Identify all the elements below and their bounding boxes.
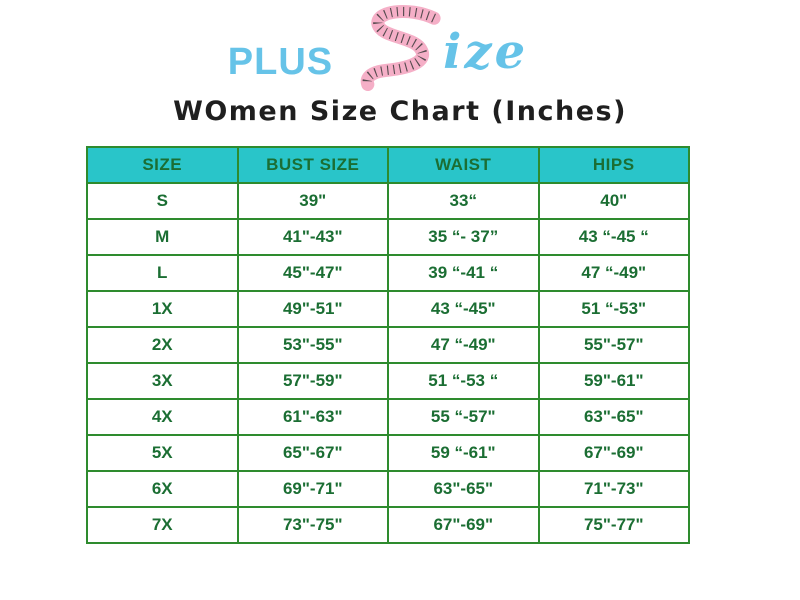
- measurement-cell: 39": [236, 182, 389, 220]
- table-row: 7X 73"-75" 67"-69" 75"-77": [86, 506, 690, 544]
- measurement-cell: 47 “-49": [387, 326, 540, 364]
- table-row: S 39" 33“ 40": [86, 182, 690, 220]
- size-cell: L: [86, 254, 239, 292]
- measurement-cell: 75"-77": [537, 506, 690, 544]
- table-row: 2X 53"-55" 47 “-49" 55"-57": [86, 326, 690, 364]
- measurement-cell: 40": [537, 182, 690, 220]
- size-cell: 6X: [86, 470, 239, 508]
- measurement-cell: 67"-69": [387, 506, 540, 544]
- column-header: HIPS: [537, 146, 690, 184]
- size-cell: 1X: [86, 290, 239, 328]
- column-header: BUST SIZE: [236, 146, 389, 184]
- table-row: 5X 65"-67" 59 “-61" 67"-69": [86, 434, 690, 472]
- table-row: M 41"-43" 35 “- 37” 43 “-45 “: [86, 218, 690, 256]
- measurement-cell: 47 “-49": [537, 254, 690, 292]
- measurement-cell: 67"-69": [537, 434, 690, 472]
- plus-size-logo: PLUS ize: [0, 0, 778, 98]
- measuring-tape-icon: [360, 5, 441, 91]
- size-cell: 3X: [86, 362, 239, 400]
- measurement-cell: 59 “-61": [387, 434, 540, 472]
- size-chart-table: SIZE BUST SIZE WAIST HIPS S 39" 33“ 40" M 41"-43…: [86, 146, 690, 544]
- table-header-row: SIZE BUST SIZE WAIST HIPS: [86, 146, 690, 184]
- measurement-cell: 57"-59": [236, 362, 389, 400]
- page-title: WOmen Size Chart (Inches): [173, 96, 627, 127]
- measurement-cell: 63"-65": [387, 470, 540, 508]
- logo-plus-text: PLUS: [227, 40, 334, 83]
- measurement-cell: 39 “-41 “: [387, 254, 540, 292]
- table-row: 3X 57"-59" 51 “-53 “59"-61": [86, 362, 690, 400]
- measurement-cell: 71"-73": [537, 470, 690, 508]
- size-cell: 7X: [86, 506, 239, 544]
- measurement-cell: 53"-55": [236, 326, 389, 364]
- column-header: WAIST: [387, 146, 540, 184]
- measurement-cell: 49"-51": [236, 290, 389, 328]
- table-row: 4X 61"-63" 55 “-57" 63"-65": [86, 398, 690, 436]
- measurement-cell: 55"-57": [537, 326, 690, 364]
- size-cell: M: [86, 218, 239, 256]
- measurement-cell: 65"-67": [236, 434, 389, 472]
- logo-ize-text: ize: [443, 24, 529, 80]
- measurement-cell: 63"-65": [537, 398, 690, 436]
- measurement-cell: 41"-43": [236, 218, 389, 256]
- measurement-cell: 51 “-53": [537, 290, 690, 328]
- measurement-cell: 61"-63": [236, 398, 389, 436]
- measurement-cell: 59"-61": [537, 362, 690, 400]
- measurement-cell: 43 “-45": [387, 290, 540, 328]
- measurement-cell: 69"-71": [236, 470, 389, 508]
- size-cell: 2X: [86, 326, 239, 364]
- measurement-cell: 73"-75": [236, 506, 389, 544]
- measurement-cell: 51 “-53 “: [387, 362, 540, 400]
- size-cell: 4X: [86, 398, 239, 436]
- table-row: L 45"-47" 39 “-41 “47 “-49": [86, 254, 690, 292]
- measurement-cell: 45"-47": [236, 254, 389, 292]
- measurement-cell: 43 “-45 “: [537, 218, 690, 256]
- size-cell: 5X: [86, 434, 239, 472]
- measurement-cell: 55 “-57": [387, 398, 540, 436]
- measurement-cell: 35 “- 37”: [387, 218, 540, 256]
- measurement-cell: 33“: [387, 182, 540, 220]
- table-row: 1X 49"-51" 43 “-45" 51 “-53": [86, 290, 690, 328]
- size-cell: S: [86, 182, 239, 220]
- column-header: SIZE: [86, 146, 239, 184]
- table-row: 6X 69"-71" 63"-65" 71"-73": [86, 470, 690, 508]
